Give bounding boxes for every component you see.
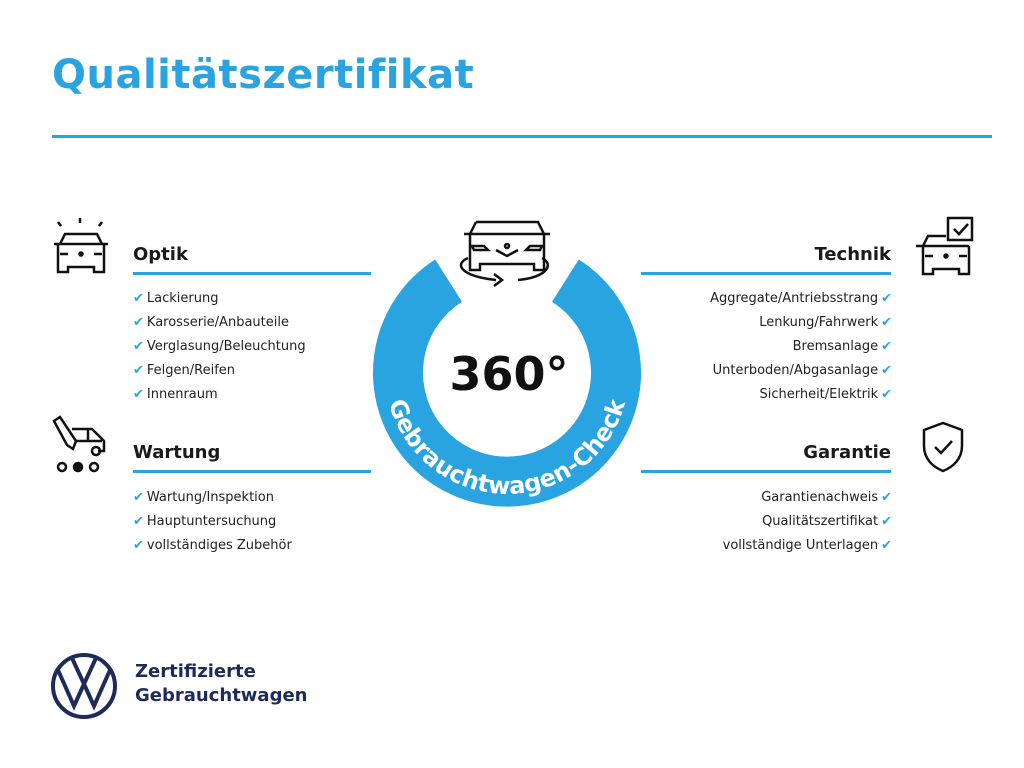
badge-ring bbox=[373, 259, 641, 507]
list-item: ✔ Hauptuntersuchung bbox=[133, 514, 277, 529]
list-item: ✔ Wartung/Inspektion bbox=[133, 490, 274, 505]
check-icon: ✔ bbox=[881, 291, 892, 306]
badge-360-label: 360° bbox=[449, 347, 568, 401]
list-optik: ✔ Lackierung ✔ Karosserie/Anbauteile ✔ Verg… bbox=[130, 287, 306, 407]
check-icon: ✔ bbox=[881, 339, 892, 354]
section-divider-wartung bbox=[133, 470, 371, 473]
check-icon: ✔ bbox=[133, 514, 144, 529]
check-icon: ✔ bbox=[133, 538, 144, 553]
title-divider bbox=[52, 135, 992, 138]
list-item: ✔ Karosserie/Anbauteile bbox=[133, 315, 289, 330]
section-title-garantie: Garantie bbox=[803, 442, 891, 463]
shield-check-icon bbox=[922, 421, 964, 473]
list-garantie: Garantienachweis ✔ Qualitätszertifikat ✔ v… bbox=[600, 486, 895, 558]
list-item: Unterboden/Abgasanlage ✔ bbox=[712, 363, 892, 378]
check-icon: ✔ bbox=[881, 514, 892, 529]
check-icon: ✔ bbox=[881, 490, 892, 505]
car-lights-icon bbox=[54, 218, 108, 274]
check-icon: ✔ bbox=[133, 387, 144, 402]
car-checklist-icon bbox=[916, 216, 974, 276]
check-icon: ✔ bbox=[133, 490, 144, 505]
list-item: Aggregate/Antriebsstrang ✔ bbox=[710, 291, 892, 306]
list-item: ✔ Innenraum bbox=[133, 387, 218, 402]
section-divider-garantie bbox=[641, 470, 891, 473]
list-item: ✔ Felgen/Reifen bbox=[133, 363, 236, 378]
list-wartung: ✔ Wartung/Inspektion ✔ Hauptuntersuchung ✔… bbox=[130, 486, 292, 558]
section-divider-optik bbox=[133, 272, 371, 275]
check-icon: ✔ bbox=[133, 291, 144, 306]
brand-text: Zertifizierte Gebrauchtwagen bbox=[135, 661, 308, 706]
list-item: Lenkung/Fahrwerk ✔ bbox=[759, 315, 892, 330]
list-item: ✔ vollständiges Zubehör bbox=[133, 538, 292, 553]
section-title-optik: Optik bbox=[133, 244, 188, 265]
check-icon: ✔ bbox=[133, 363, 144, 378]
section-title-technik: Technik bbox=[814, 244, 891, 265]
check-360-badge: Gebrauchtwagen-Check 360° bbox=[373, 220, 641, 507]
list-item: Qualitätszertifikat ✔ bbox=[762, 514, 892, 529]
list-technik: Aggregate/Antriebsstrang ✔ Lenkung/Fahrwe… bbox=[600, 287, 895, 407]
list-item: Bremsanlage ✔ bbox=[792, 339, 892, 354]
list-item: vollständige Unterlagen ✔ bbox=[722, 538, 892, 553]
rotating-car-icon bbox=[459, 220, 550, 287]
check-icon: ✔ bbox=[881, 315, 892, 330]
car-service-icon bbox=[52, 415, 106, 473]
vw-logo bbox=[51, 653, 117, 719]
list-item: ✔ Verglasung/Beleuchtung bbox=[133, 339, 306, 354]
section-divider-technik bbox=[641, 272, 891, 275]
check-icon: ✔ bbox=[133, 339, 144, 354]
page-title: Qualitätszertifikat bbox=[52, 52, 475, 98]
section-title-wartung: Wartung bbox=[133, 442, 221, 463]
list-item: Garantienachweis ✔ bbox=[761, 490, 892, 505]
check-icon: ✔ bbox=[133, 315, 144, 330]
check-icon: ✔ bbox=[881, 387, 892, 402]
check-icon: ✔ bbox=[881, 363, 892, 378]
list-item: Sicherheit/Elektrik ✔ bbox=[759, 387, 892, 402]
list-item: ✔ Lackierung bbox=[133, 291, 219, 306]
check-icon: ✔ bbox=[881, 538, 892, 553]
